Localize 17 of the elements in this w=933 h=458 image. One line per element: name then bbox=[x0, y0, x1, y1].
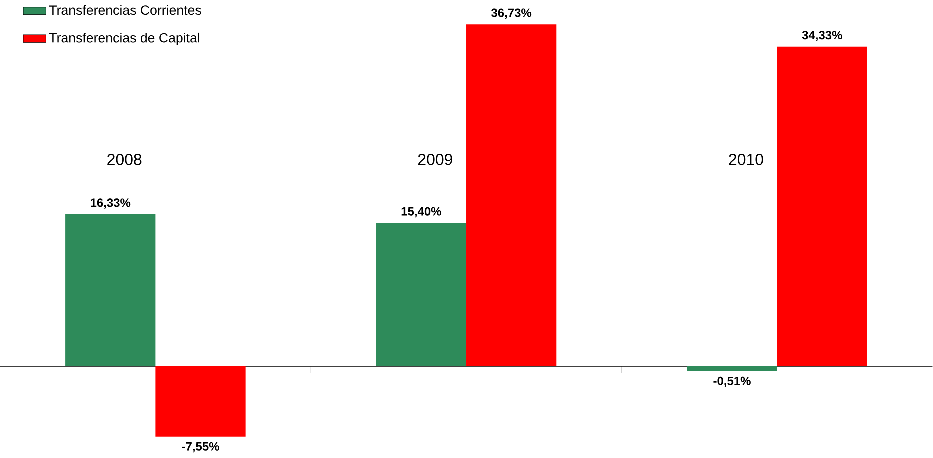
data-label: 16,33% bbox=[91, 198, 131, 209]
legend-label: Transferencias Corrientes bbox=[49, 5, 202, 16]
x-tick-label: 2009 bbox=[418, 154, 452, 166]
bar bbox=[687, 366, 778, 372]
x-tick-label: 2008 bbox=[108, 154, 142, 166]
data-label: -0,51% bbox=[714, 376, 751, 388]
data-label: 36,73% bbox=[492, 8, 532, 19]
bar bbox=[777, 46, 868, 367]
bar bbox=[466, 24, 557, 367]
bar bbox=[376, 223, 467, 367]
data-label: -7,55% bbox=[182, 442, 220, 453]
data-label: 34,33% bbox=[802, 31, 842, 42]
x-tick-label: 2010 bbox=[729, 154, 764, 166]
bar bbox=[156, 366, 246, 437]
bar bbox=[66, 214, 156, 367]
legend-label: Transferencias de Capital bbox=[49, 32, 200, 46]
data-label: 15,40% bbox=[402, 207, 442, 218]
